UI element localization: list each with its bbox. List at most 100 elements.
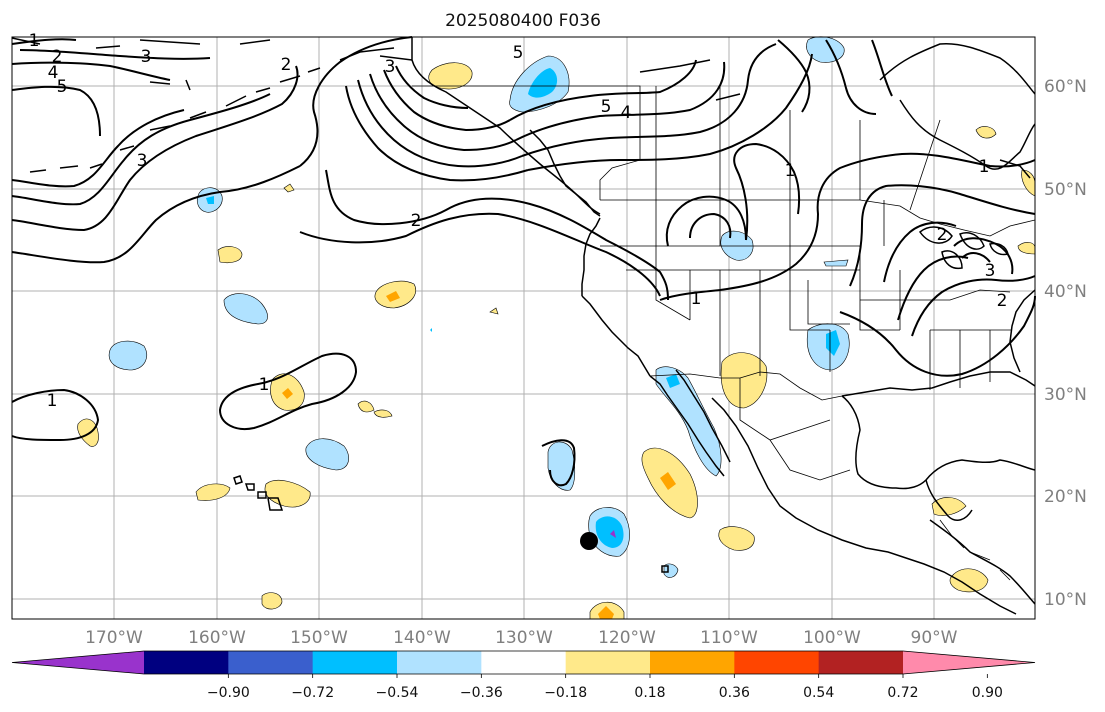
colorbar-segment (481, 651, 567, 674)
latitude-labels: 60°N 50°N 40°N 30°N 20°N 10°N (1044, 77, 1087, 610)
contour-line (11, 388, 100, 442)
anomaly-negative (430, 328, 432, 332)
anomaly-positive (283, 183, 295, 193)
contour-label: 1 (691, 289, 702, 309)
lon-label: 120°W (598, 628, 656, 648)
map-title: 2025080400 F036 (445, 11, 601, 31)
contour-line (19, 49, 211, 60)
lon-label: 130°W (495, 628, 553, 648)
contour-line (849, 184, 1036, 287)
lat-label: 20°N (1044, 487, 1087, 507)
colorbar-segment (397, 651, 482, 674)
lon-label: 140°W (393, 628, 451, 648)
contour-label: 2 (281, 55, 292, 75)
contour-labels: 1 2 3 4 5 5 4 3 2 2 1 1 1 2 3 2 1 1 3 5 (29, 31, 1008, 411)
coastline-california (581, 295, 651, 377)
anomaly-positive-core (386, 291, 400, 302)
colorbar-segment (650, 651, 735, 674)
lon-label: 150°W (290, 628, 348, 648)
contour-line (665, 195, 747, 247)
contour-label: 3 (985, 261, 996, 281)
border-alaska-canada (412, 85, 641, 200)
anomaly-positive (217, 246, 243, 264)
contour-label: 5 (601, 97, 612, 117)
anomaly-negative (223, 293, 268, 325)
contour-line (11, 165, 301, 264)
colorbar-segment (565, 651, 651, 674)
contour-line (515, 61, 726, 141)
anomaly-shading (77, 36, 1036, 620)
contour-line (883, 221, 957, 283)
colorbar-tick-label: −0.18 (544, 685, 587, 701)
contours (11, 36, 1036, 487)
colorbar-segment (228, 651, 314, 674)
contour-label: 5 (57, 77, 68, 97)
contour-line (541, 439, 576, 487)
anomaly-positive (718, 526, 755, 551)
contour-line (11, 61, 171, 81)
colorbar-tick-label: 0.18 (634, 685, 665, 701)
colorbar-extend-high (903, 651, 1035, 674)
lon-label: 100°W (803, 628, 861, 648)
contour-line (357, 79, 523, 168)
contour-line (383, 69, 511, 132)
colorbar-tick-label: −0.90 (207, 685, 250, 701)
anomaly-negative-core (826, 330, 840, 356)
contour-line (871, 39, 893, 97)
contour-label: 3 (137, 151, 148, 171)
contour-label: 4 (48, 63, 59, 83)
storm-position-dot (580, 532, 598, 550)
anomaly-negative (305, 438, 349, 471)
colorbar-tick-label: −0.72 (291, 685, 334, 701)
contour-line (527, 53, 813, 171)
colorbar-segment (312, 651, 398, 674)
anomaly-negative (823, 259, 849, 267)
coastline-texas-louisiana (841, 371, 1036, 397)
anomaly-negative-core (595, 516, 624, 548)
contour-label: 2 (937, 225, 948, 245)
colorbar-outline (11, 650, 1036, 675)
coastline-aleutians (29, 67, 321, 173)
coastlines (11, 37, 1036, 615)
contour-line (218, 352, 358, 430)
anomaly-positive (489, 307, 499, 315)
anomaly-negative-core (206, 196, 214, 204)
contour-line (325, 169, 669, 301)
contour-label: 1 (259, 375, 270, 395)
lon-label: 160°W (188, 628, 246, 648)
colorbar-tick-label: 0.90 (972, 685, 1003, 701)
colorbar-extend-low (12, 651, 144, 674)
colorbar-tick-label: 0.72 (887, 685, 918, 701)
contour-line (521, 43, 777, 157)
coastline-arctic-alaska (11, 37, 271, 49)
anomaly-positive (77, 418, 99, 447)
contour-label: 2 (997, 291, 1008, 311)
coastline-central-america (929, 519, 1036, 605)
colorbar-tick-label: 0.54 (803, 685, 834, 701)
contour-label: 4 (621, 103, 632, 123)
colorbar-tick-label: −0.36 (460, 685, 503, 701)
anomaly-positive-core (598, 606, 614, 619)
contour-line (369, 73, 517, 152)
lat-label: 10°N (1044, 590, 1087, 610)
anomaly-negative-core (610, 530, 616, 538)
border-us-states (600, 200, 1012, 390)
contour-label: 3 (141, 47, 152, 67)
anomaly-negative (655, 366, 722, 477)
coastline-mexico-west (711, 397, 1017, 615)
lat-label: 60°N (1044, 77, 1087, 97)
anomaly-positive (373, 409, 393, 418)
coastline-gulf-mexico (841, 395, 1036, 490)
border-central-america (939, 519, 1011, 581)
border-us-canada (600, 199, 1036, 237)
contour-label: 3 (385, 57, 396, 77)
anomaly-negative (108, 340, 147, 371)
anomaly-positive (261, 592, 283, 610)
lon-label: 110°W (700, 628, 758, 648)
contour-line (689, 212, 732, 239)
colorbar-segment (818, 651, 904, 674)
lon-label: 170°W (85, 628, 143, 648)
map-frame (11, 36, 1036, 620)
contour-label: 2 (411, 211, 422, 231)
coastline-baja (649, 375, 725, 477)
